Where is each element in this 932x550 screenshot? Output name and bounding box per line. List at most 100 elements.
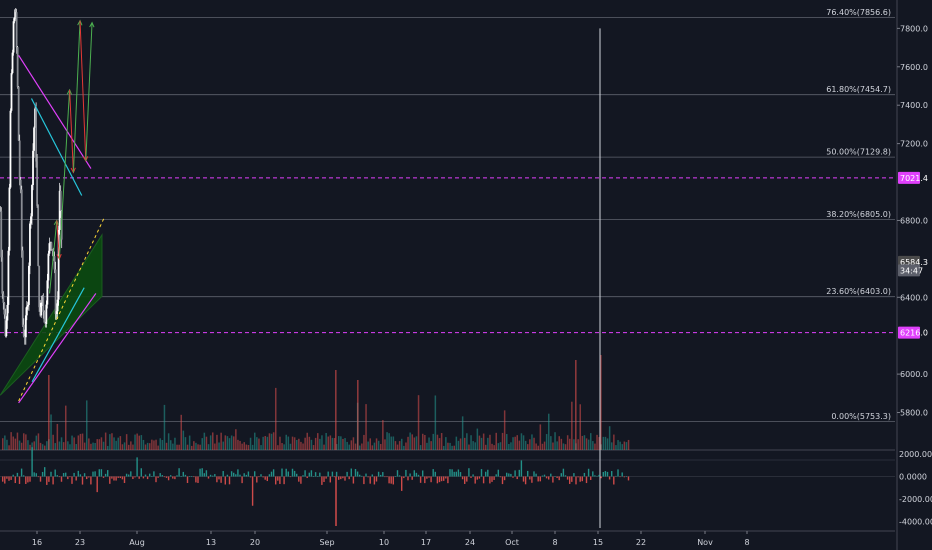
oscillator-bar [394, 476, 397, 477]
price-tick-label: 6000.0 [900, 370, 928, 379]
oscillator-bar [569, 476, 571, 484]
oscillator-bar [560, 473, 562, 477]
oscillator-bar [203, 473, 205, 477]
price-label-text: 6216.0 [900, 329, 928, 338]
volume-bar [121, 444, 124, 450]
volume-bar [482, 433, 485, 450]
candle-body [41, 295, 44, 303]
oscillator-bar [493, 476, 495, 480]
volume-bar [184, 437, 187, 450]
volume-bar [310, 439, 313, 450]
oscillator-bar [293, 470, 296, 477]
volume-bar [134, 434, 136, 450]
volume-bar [71, 435, 73, 450]
volume-bar [604, 436, 607, 450]
oscillator-bar [201, 468, 203, 477]
oscillator-bar [41, 471, 44, 477]
volume-bar [104, 432, 107, 450]
oscillator-bar [535, 473, 537, 477]
candle-body [45, 304, 48, 324]
oscillator-bar [151, 476, 153, 477]
oscillator-bar [577, 476, 579, 478]
candle-body [54, 269, 57, 315]
volume-bar [117, 437, 119, 450]
oscillator-bar [289, 476, 292, 478]
projection-segment [69, 89, 74, 173]
oscillator-bar [453, 471, 455, 477]
volume-bar [306, 432, 308, 450]
volume-bar [365, 404, 367, 450]
projection-segment [72, 20, 81, 173]
oscillator-bar [497, 469, 499, 477]
oscillator-bar [369, 476, 371, 484]
oscillator-bar [94, 471, 96, 477]
oscillator-bar [407, 476, 409, 481]
volume-bar [390, 436, 392, 450]
candle-body [18, 140, 21, 180]
oscillator-bar [54, 469, 56, 477]
fib-label: 61.80%(7454.7) [826, 85, 891, 94]
oscillator-bar [155, 476, 157, 483]
volume-bar [130, 441, 132, 450]
volume-bar [323, 444, 325, 450]
oscillator-bar [432, 469, 434, 477]
volume-bar [60, 437, 63, 450]
volume-bar [115, 440, 117, 450]
volume-bar [178, 444, 180, 450]
oscillator-bar [388, 476, 390, 484]
projection-segment [49, 220, 58, 294]
volume-bar [207, 444, 210, 450]
oscillator-bar [304, 470, 306, 477]
oscillator-bar [566, 476, 569, 480]
volume-bar [197, 444, 199, 450]
trend-drawings [18, 19, 105, 404]
volume-bar [296, 439, 298, 450]
oscillator-bar [247, 471, 250, 477]
candle-body [36, 161, 39, 206]
oscillator-bar [398, 475, 401, 477]
oscillator-bar [56, 475, 58, 477]
oscillator-bar [598, 474, 600, 477]
volume-bar [535, 443, 537, 450]
oscillator-bar [12, 474, 14, 477]
oscillator-bar [277, 476, 279, 481]
volume-bar [606, 438, 609, 450]
oscillator-bar [285, 468, 287, 477]
candle-body [6, 304, 9, 321]
volume-bar [317, 433, 319, 450]
oscillator-bar [296, 473, 298, 477]
oscillator-bar [186, 476, 189, 483]
oscillator-bar [18, 476, 21, 484]
candle-body [5, 320, 8, 337]
volume-bar [20, 442, 23, 450]
volume-bar [581, 435, 584, 450]
candle-body [58, 190, 61, 230]
volume-bar [331, 437, 334, 450]
volume-bar [69, 444, 71, 450]
time-tick-label: 22 [636, 538, 646, 547]
oscillator-bar [312, 476, 315, 477]
candle-body [0, 210, 3, 258]
volume-bar [247, 445, 250, 450]
price-tick-label: 7800.0 [900, 24, 928, 33]
volume-bar [12, 436, 14, 450]
oscillator-bar [392, 476, 394, 485]
volume-bar [96, 439, 98, 450]
oscillator-bar [165, 476, 168, 478]
volume-bar [524, 440, 527, 450]
oscillator-bar [592, 471, 594, 477]
oscillator-bar [4, 476, 6, 484]
volume-bar [363, 434, 365, 450]
volume-bar [598, 437, 600, 450]
candle-body [17, 86, 20, 141]
volume-bar [485, 444, 487, 450]
oscillator-bar [474, 476, 476, 484]
volume-bar [575, 360, 577, 450]
candle-body [9, 110, 12, 188]
volume-bar [539, 424, 542, 450]
oscillator-bar [373, 476, 376, 485]
volume-bar [577, 439, 579, 450]
oscillator-bar [621, 472, 623, 477]
volume-bar [107, 445, 109, 450]
